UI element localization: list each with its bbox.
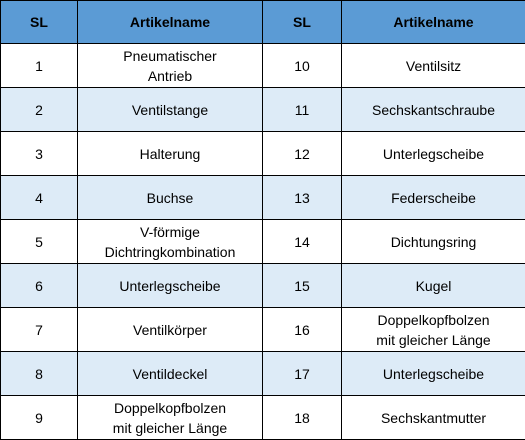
cell-sl-right: 16	[263, 308, 342, 352]
cell-sl-right: 18	[263, 396, 342, 440]
cell-artikelname-right: Federscheibe	[342, 176, 525, 220]
cell-artikelname-left: Ventilstange	[78, 88, 263, 132]
cell-sl-left: 5	[1, 220, 78, 264]
table-header: SL Artikelname SL Artikelname	[1, 1, 525, 44]
cell-artikelname-right: Sechskantmutter	[342, 396, 525, 440]
header-sl-right: SL	[263, 1, 342, 44]
cell-sl-left: 4	[1, 176, 78, 220]
cell-artikelname-right: Sechskantschraube	[342, 88, 525, 132]
header-artikelname-right: Artikelname	[342, 1, 525, 44]
cell-artikelname-left: Halterung	[78, 132, 263, 176]
header-sl-left: SL	[1, 1, 78, 44]
cell-sl-left: 2	[1, 88, 78, 132]
cell-sl-right: 10	[263, 44, 342, 88]
cell-artikelname-right: Ventilsitz	[342, 44, 525, 88]
cell-artikelname-left: Unterlegscheibe	[78, 264, 263, 308]
cell-sl-right: 17	[263, 352, 342, 396]
cell-sl-right: 11	[263, 88, 342, 132]
cell-sl-left: 9	[1, 396, 78, 440]
cell-sl-right: 15	[263, 264, 342, 308]
cell-sl-right: 14	[263, 220, 342, 264]
cell-artikelname-right: Unterlegscheibe	[342, 132, 525, 176]
cell-sl-left: 8	[1, 352, 78, 396]
cell-sl-left: 6	[1, 264, 78, 308]
cell-artikelname-left: Buchse	[78, 176, 263, 220]
header-row: SL Artikelname SL Artikelname	[1, 1, 525, 44]
cell-artikelname-left: Ventilkörper	[78, 308, 263, 352]
cell-sl-left: 3	[1, 132, 78, 176]
cell-sl-right: 13	[263, 176, 342, 220]
cell-sl-left: 1	[1, 44, 78, 88]
cell-artikelname-right: Unterlegscheibe	[342, 352, 525, 396]
cell-artikelname-left: Ventildeckel	[78, 352, 263, 396]
cell-sl-left: 7	[1, 308, 78, 352]
header-artikelname-left: Artikelname	[78, 1, 263, 44]
cell-artikelname-right: Kugel	[342, 264, 525, 308]
cell-artikelname-right: Dichtungsring	[342, 220, 525, 264]
cell-sl-right: 12	[263, 132, 342, 176]
